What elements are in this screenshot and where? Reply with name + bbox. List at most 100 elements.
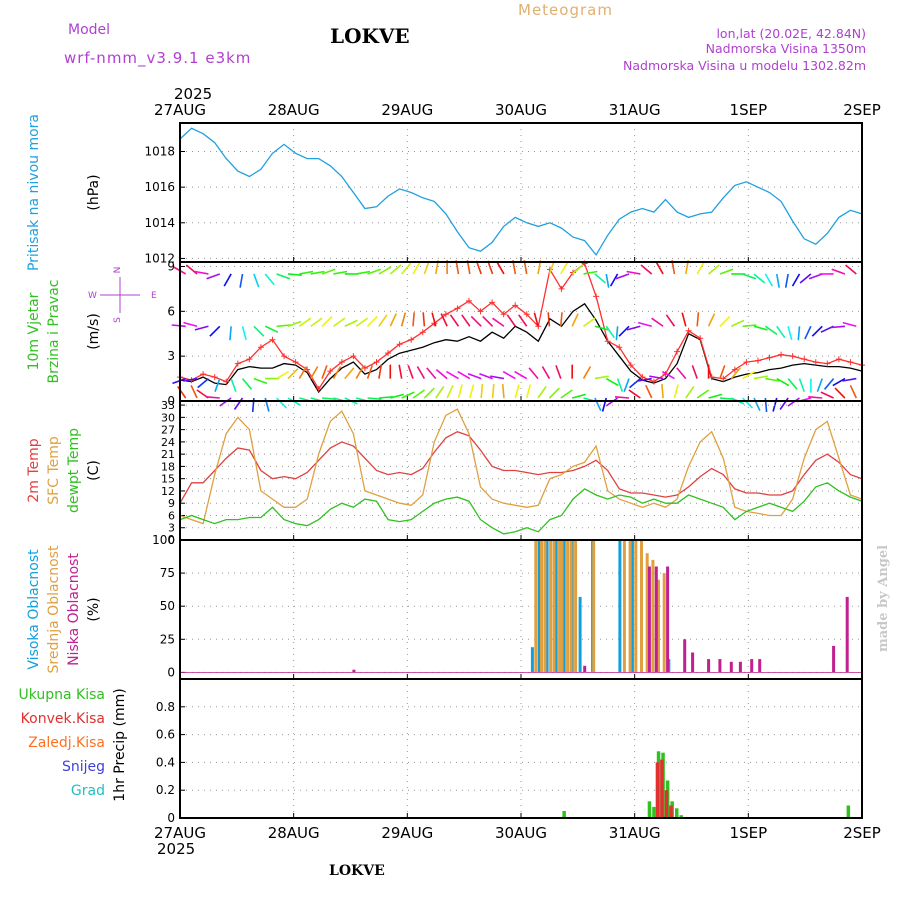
- wind-arrow: [239, 273, 244, 288]
- wind-arrow: [205, 396, 220, 399]
- wind-arrow: [194, 270, 209, 275]
- x-tick-label-top: 2SEP: [843, 101, 881, 119]
- wind-arrow: [637, 321, 652, 328]
- wind-arrow: [344, 367, 355, 380]
- y-tick-label: 6: [167, 304, 175, 318]
- gust-marker: [674, 348, 681, 355]
- wind-arrow: [482, 315, 494, 327]
- wind-arrow: [765, 377, 780, 382]
- bar-cloud_mid: [566, 540, 570, 673]
- wind-arrow: [808, 396, 823, 399]
- x-tick-label-top: 1SEP: [730, 101, 768, 119]
- wind-arrow: [582, 366, 592, 379]
- wind-arrow: [378, 364, 383, 379]
- wind-arrow: [673, 384, 679, 399]
- gust-marker: [512, 302, 519, 309]
- wind-arrow: [811, 325, 823, 337]
- panel-frame: [179, 678, 863, 819]
- wind-arrow: [696, 389, 710, 399]
- wind-arrow: [467, 373, 482, 380]
- gust-marker: [396, 341, 403, 348]
- y-tick-label: 9: [167, 259, 175, 273]
- wind-arrow: [378, 266, 392, 275]
- y-axis-label: Srednja Oblacnost: [46, 545, 62, 673]
- gust-marker: [327, 368, 334, 375]
- gust-marker: [685, 327, 692, 334]
- wind-arrow: [676, 367, 687, 380]
- gust-marker: [269, 336, 276, 343]
- bar-cloud_high: [554, 540, 558, 673]
- bar-precip_total: [679, 815, 683, 818]
- bar-cloud_mid: [622, 540, 626, 673]
- chart-panels: 1012 1014 1016 1018 Pritisak na nivou mora (h…: [18, 114, 865, 825]
- gust-marker: [211, 374, 218, 381]
- precip-legend: Snijeg: [62, 759, 105, 775]
- wind-arrow: [764, 325, 778, 335]
- x-tick-label-top: 27AUG: [154, 101, 206, 119]
- wind-arrow: [457, 384, 463, 399]
- wind-arrow: [310, 270, 325, 275]
- gust-marker: [489, 299, 496, 306]
- y-tick-label: 24: [161, 436, 175, 449]
- wind-arrow: [541, 366, 551, 379]
- x-tick-label-bottom: 30AUG: [495, 824, 547, 842]
- wind-arrow: [845, 264, 857, 275]
- wind-arrow: [548, 387, 560, 399]
- y-units-label: (C): [86, 460, 102, 481]
- wind-arrow: [401, 391, 415, 399]
- wind-arrow: [742, 324, 757, 328]
- y-tick-label: 1014: [144, 216, 175, 230]
- wind-arrow: [776, 325, 786, 339]
- wind-arrow: [480, 384, 484, 399]
- bar-cloud_high: [630, 540, 634, 673]
- y-units-label: (%): [86, 597, 102, 621]
- wind-arrow: [764, 273, 774, 287]
- x-axis-bottom: 27AUG 28AUG 29AUG 30AUG 31AUG 1SEP 2SEP: [154, 824, 881, 842]
- wind-arrow: [423, 387, 435, 399]
- gust-marker: [246, 356, 253, 363]
- wind-arrow: [730, 367, 741, 380]
- station-title: LOKVE: [330, 24, 410, 48]
- wind-arrow: [661, 384, 664, 399]
- gust-marker: [419, 329, 426, 336]
- wind-arrow: [412, 312, 415, 327]
- wind-arrow: [479, 373, 493, 380]
- wind-arrow: [685, 386, 695, 399]
- wind-arrow: [276, 324, 291, 328]
- gust-marker: [593, 293, 600, 300]
- precip-legend: Grad: [71, 783, 105, 799]
- wind-arrow: [514, 384, 520, 399]
- wind-arrow: [457, 370, 471, 380]
- wind-arrow: [412, 389, 425, 399]
- bar-cloud_mid: [574, 540, 578, 673]
- wind-arrow: [753, 273, 766, 284]
- wind-arrow: [832, 377, 846, 387]
- wind-arrow: [440, 313, 448, 327]
- y-tick-label: 0: [168, 534, 175, 547]
- wind-arrow: [594, 375, 609, 380]
- y-tick-label: 33: [161, 399, 175, 412]
- gust-marker: [223, 378, 230, 385]
- wind-arrow: [594, 273, 607, 284]
- wind-arrow: [791, 273, 801, 287]
- wind-arrow: [559, 312, 563, 327]
- wind-arrow: [719, 365, 726, 379]
- wind-arrow: [233, 397, 244, 410]
- wind-arrow: [547, 312, 551, 327]
- wind-arrow: [298, 366, 308, 379]
- wind-arrow: [171, 324, 186, 328]
- bar-cloud_mid: [651, 559, 655, 673]
- wind-arrow: [502, 370, 516, 380]
- gust-marker: [778, 351, 785, 358]
- gust-marker: [338, 359, 345, 366]
- wind-arrow: [681, 312, 687, 327]
- y-tick-label: 25: [160, 632, 175, 646]
- wind-arrow: [651, 317, 664, 327]
- y-tick-label: 1012: [144, 251, 175, 265]
- wind-arrow: [390, 393, 405, 399]
- gust-marker: [847, 359, 854, 366]
- y-axis-label: Niska Oblacnost: [66, 553, 82, 666]
- direction-east: E: [151, 291, 157, 301]
- y-tick-label: 9: [168, 497, 175, 510]
